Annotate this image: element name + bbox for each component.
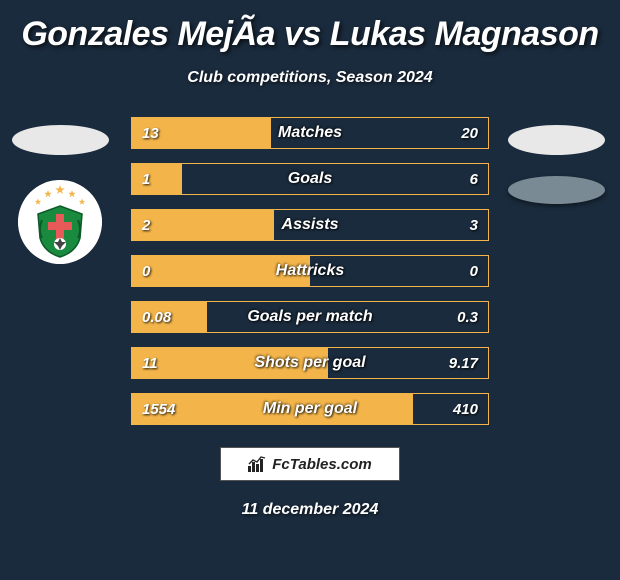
stat-value-right: 0 (470, 263, 478, 280)
footer-date: 11 december 2024 (242, 501, 379, 519)
stat-label: Hattricks (276, 262, 344, 280)
stat-value-left: 1 (142, 171, 150, 188)
stat-label: Goals per match (247, 308, 372, 326)
stat-row: 2 Assists 3 (131, 209, 489, 241)
page-subtitle: Club competitions, Season 2024 (187, 69, 432, 87)
stat-label: Assists (282, 216, 339, 234)
stat-row: 0.08 Goals per match 0.3 (131, 301, 489, 333)
stat-row: 0 Hattricks 0 (131, 255, 489, 287)
comparison-infographic: Gonzales MejÃ­a vs Lukas Magnason Club c… (0, 0, 620, 580)
stat-value-right: 3 (470, 217, 478, 234)
page-title: Gonzales MejÃ­a vs Lukas Magnason (21, 15, 598, 54)
stat-label: Min per goal (263, 400, 357, 418)
stat-value-left: 11 (142, 355, 158, 372)
stat-value-left: 0.08 (142, 309, 171, 326)
stat-fill-left (132, 164, 182, 194)
stat-value-left: 13 (142, 125, 159, 142)
stat-value-right: 410 (453, 401, 478, 418)
stat-value-right: 0.3 (457, 309, 478, 326)
stat-fill-left (132, 210, 274, 240)
stat-value-left: 0 (142, 263, 150, 280)
stat-value-right: 6 (470, 171, 478, 188)
branding-box[interactable]: FcTables.com (220, 447, 400, 481)
chart-bar-icon (248, 456, 266, 472)
stats-area: 13 Matches 20 1 Goals 6 2 Assists 3 0 Hattricks 0 0.… (0, 117, 620, 425)
stat-label: Goals (288, 170, 332, 188)
stat-row: 1 Goals 6 (131, 163, 489, 195)
stat-label: Shots per goal (254, 354, 365, 372)
stat-value-right: 20 (461, 125, 478, 142)
branding-label: FcTables.com (272, 456, 371, 473)
stat-value-left: 2 (142, 217, 150, 234)
stat-row: 1554 Min per goal 410 (131, 393, 489, 425)
stat-value-right: 9.17 (449, 355, 478, 372)
stat-row: 13 Matches 20 (131, 117, 489, 149)
stat-value-left: 1554 (142, 401, 175, 418)
stat-label: Matches (278, 124, 342, 142)
stat-row: 11 Shots per goal 9.17 (131, 347, 489, 379)
